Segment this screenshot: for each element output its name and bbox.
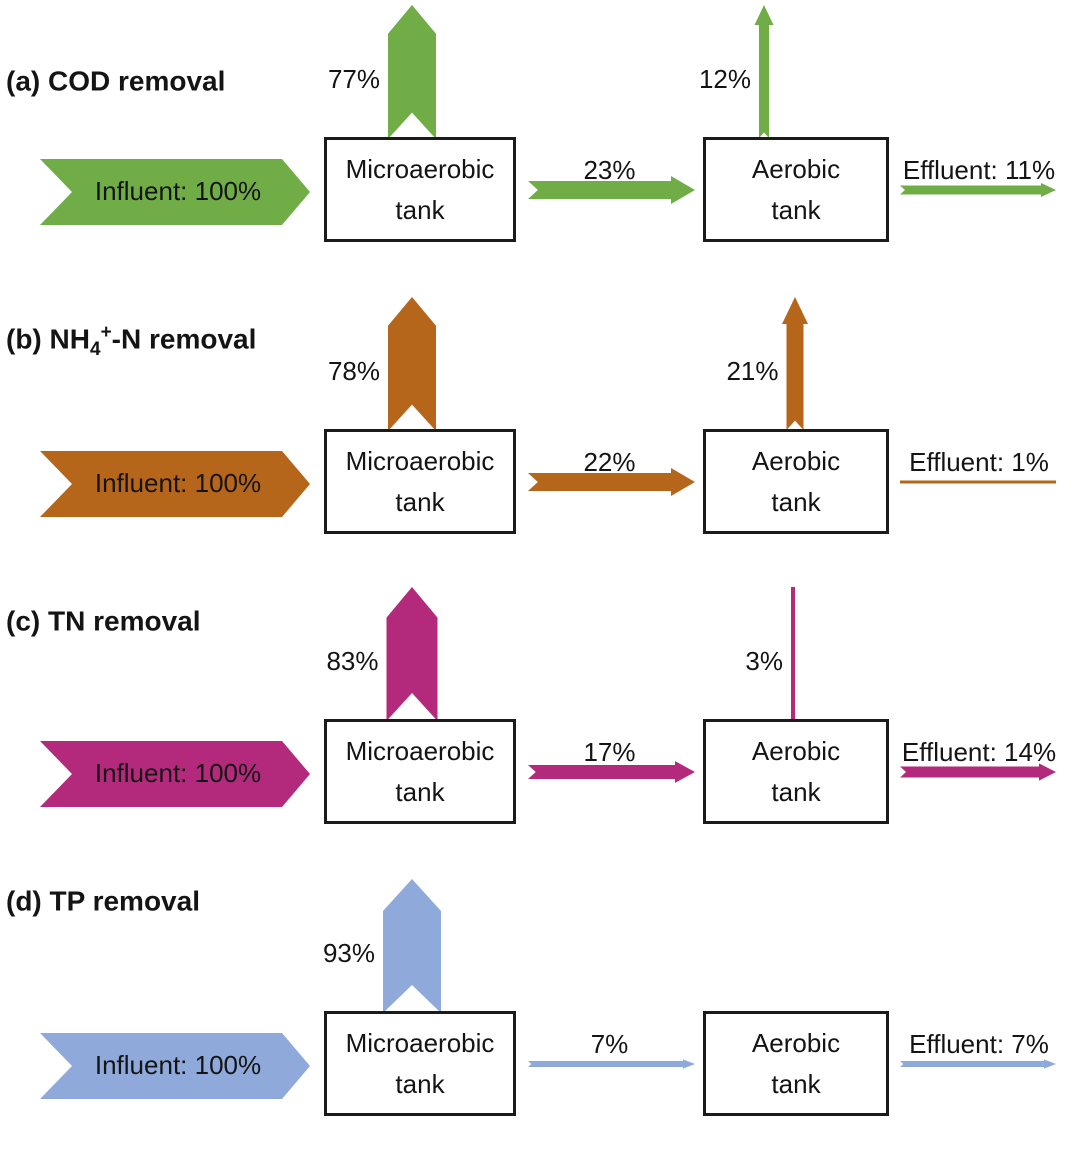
microaerobic-tank-box: Microaerobic tank xyxy=(324,719,516,824)
sludge-removal-label: 77% xyxy=(327,64,380,94)
microaerobic-tank-box: Microaerobic tank xyxy=(324,1011,516,1116)
tank-name-line: Microaerobic xyxy=(345,1027,495,1058)
influent-arrow xyxy=(40,159,310,225)
sludge-removal-arrow xyxy=(383,879,441,1013)
sludge-removal-arrow xyxy=(388,297,436,431)
title-superscript: + xyxy=(100,322,112,343)
tank-name-line: tank xyxy=(395,776,445,807)
influent-arrow xyxy=(40,741,310,807)
title-subscript: 4 xyxy=(89,338,101,360)
transfer-arrow xyxy=(528,175,695,205)
mass-balance-figure: (a) COD removal Influent: 100% Microaero… xyxy=(0,0,1080,1116)
title-text: (b) NH xyxy=(6,323,90,355)
effluent-arrow xyxy=(900,1059,1056,1069)
influent-label: Influent: 100% xyxy=(94,176,262,206)
panel-tp-removal: (d) TP removal Influent: 100% Microaerob… xyxy=(0,874,1080,1164)
tank-name-line: tank xyxy=(771,486,821,517)
aerobic-removal-arrow xyxy=(754,5,774,138)
aerobic-removal-arrow xyxy=(782,297,808,430)
tank-name-line: tank xyxy=(395,486,445,517)
transfer-arrow xyxy=(528,467,695,497)
tank-name-line: Microaerobic xyxy=(345,735,495,766)
tank-name-line: Aerobic xyxy=(751,445,841,476)
transfer-label: 7% xyxy=(590,1029,629,1059)
aerobic-tank-box: Aerobic tank xyxy=(703,719,889,824)
tank-name-line: Aerobic xyxy=(751,735,841,766)
panel-title: (a) COD removal xyxy=(6,64,225,103)
microaerobic-tank-box: Microaerobic tank xyxy=(324,429,516,534)
influent-label: Influent: 100% xyxy=(94,758,262,788)
tank-name-line: tank xyxy=(771,776,821,807)
transfer-arrow xyxy=(528,761,695,783)
effluent-label: Effluent: 14% xyxy=(901,737,1057,767)
effluent-label: Effluent: 1% xyxy=(909,447,1049,477)
influent-label: Influent: 100% xyxy=(94,1050,262,1080)
transfer-label: 17% xyxy=(583,737,636,767)
title-text: -N removal xyxy=(111,323,257,355)
panel-title: (d) TP removal xyxy=(6,884,200,923)
tank-name-line: tank xyxy=(395,1068,445,1099)
microaerobic-tank-box: Microaerobic tank xyxy=(324,137,516,242)
transfer-arrow xyxy=(528,1059,695,1069)
sludge-removal-label: 93% xyxy=(322,938,375,968)
influent-arrow xyxy=(40,1033,310,1099)
tank-name-line: tank xyxy=(395,194,445,225)
tank-name-line: Aerobic xyxy=(751,153,841,184)
panel-title: (b) NH4+-N removal xyxy=(6,322,256,361)
aerobic-tank-box: Aerobic tank xyxy=(703,1011,889,1116)
aerobic-tank-box: Aerobic tank xyxy=(703,137,889,242)
aerobic-removal-label: 12% xyxy=(698,64,751,94)
effluent-label: Effluent: 7% xyxy=(909,1029,1049,1059)
panel-title: (c) TN removal xyxy=(6,604,201,643)
aerobic-removal-arrow xyxy=(791,587,795,720)
aerobic-tank-box: Aerobic tank xyxy=(703,429,889,534)
transfer-label: 23% xyxy=(583,155,636,185)
tank-name-line: tank xyxy=(771,194,821,225)
tank-name-line: Microaerobic xyxy=(345,445,495,476)
title-text: (a) COD removal xyxy=(6,65,226,97)
title-text: (c) TN removal xyxy=(6,605,201,637)
sludge-removal-arrow xyxy=(388,5,436,139)
aerobic-removal-label: 21% xyxy=(726,356,779,386)
panel-cod-removal: (a) COD removal Influent: 100% Microaero… xyxy=(0,0,1080,290)
sludge-removal-label: 78% xyxy=(327,356,380,386)
tank-name-line: Aerobic xyxy=(751,1027,841,1058)
effluent-arrow xyxy=(900,480,1056,484)
aerobic-removal-label: 3% xyxy=(745,646,783,676)
effluent-arrow xyxy=(900,763,1056,781)
effluent-label: Effluent: 11% xyxy=(902,155,1056,185)
tank-name-line: Microaerobic xyxy=(345,153,495,184)
effluent-arrow xyxy=(900,182,1056,198)
arrow-layer xyxy=(40,5,1056,1099)
sludge-removal-arrow xyxy=(386,587,438,721)
influent-label: Influent: 100% xyxy=(94,468,262,498)
transfer-label: 22% xyxy=(583,447,636,477)
panel-tn-removal: (c) TN removal Influent: 100% Microaerob… xyxy=(0,582,1080,872)
influent-arrow xyxy=(40,451,310,517)
title-text: (d) TP removal xyxy=(6,885,200,917)
panel-nh4-n-removal: (b) NH4+-N removal Influent: 100% Microa… xyxy=(0,292,1080,582)
tank-name-line: tank xyxy=(771,1068,821,1099)
sludge-removal-label: 83% xyxy=(326,646,379,676)
